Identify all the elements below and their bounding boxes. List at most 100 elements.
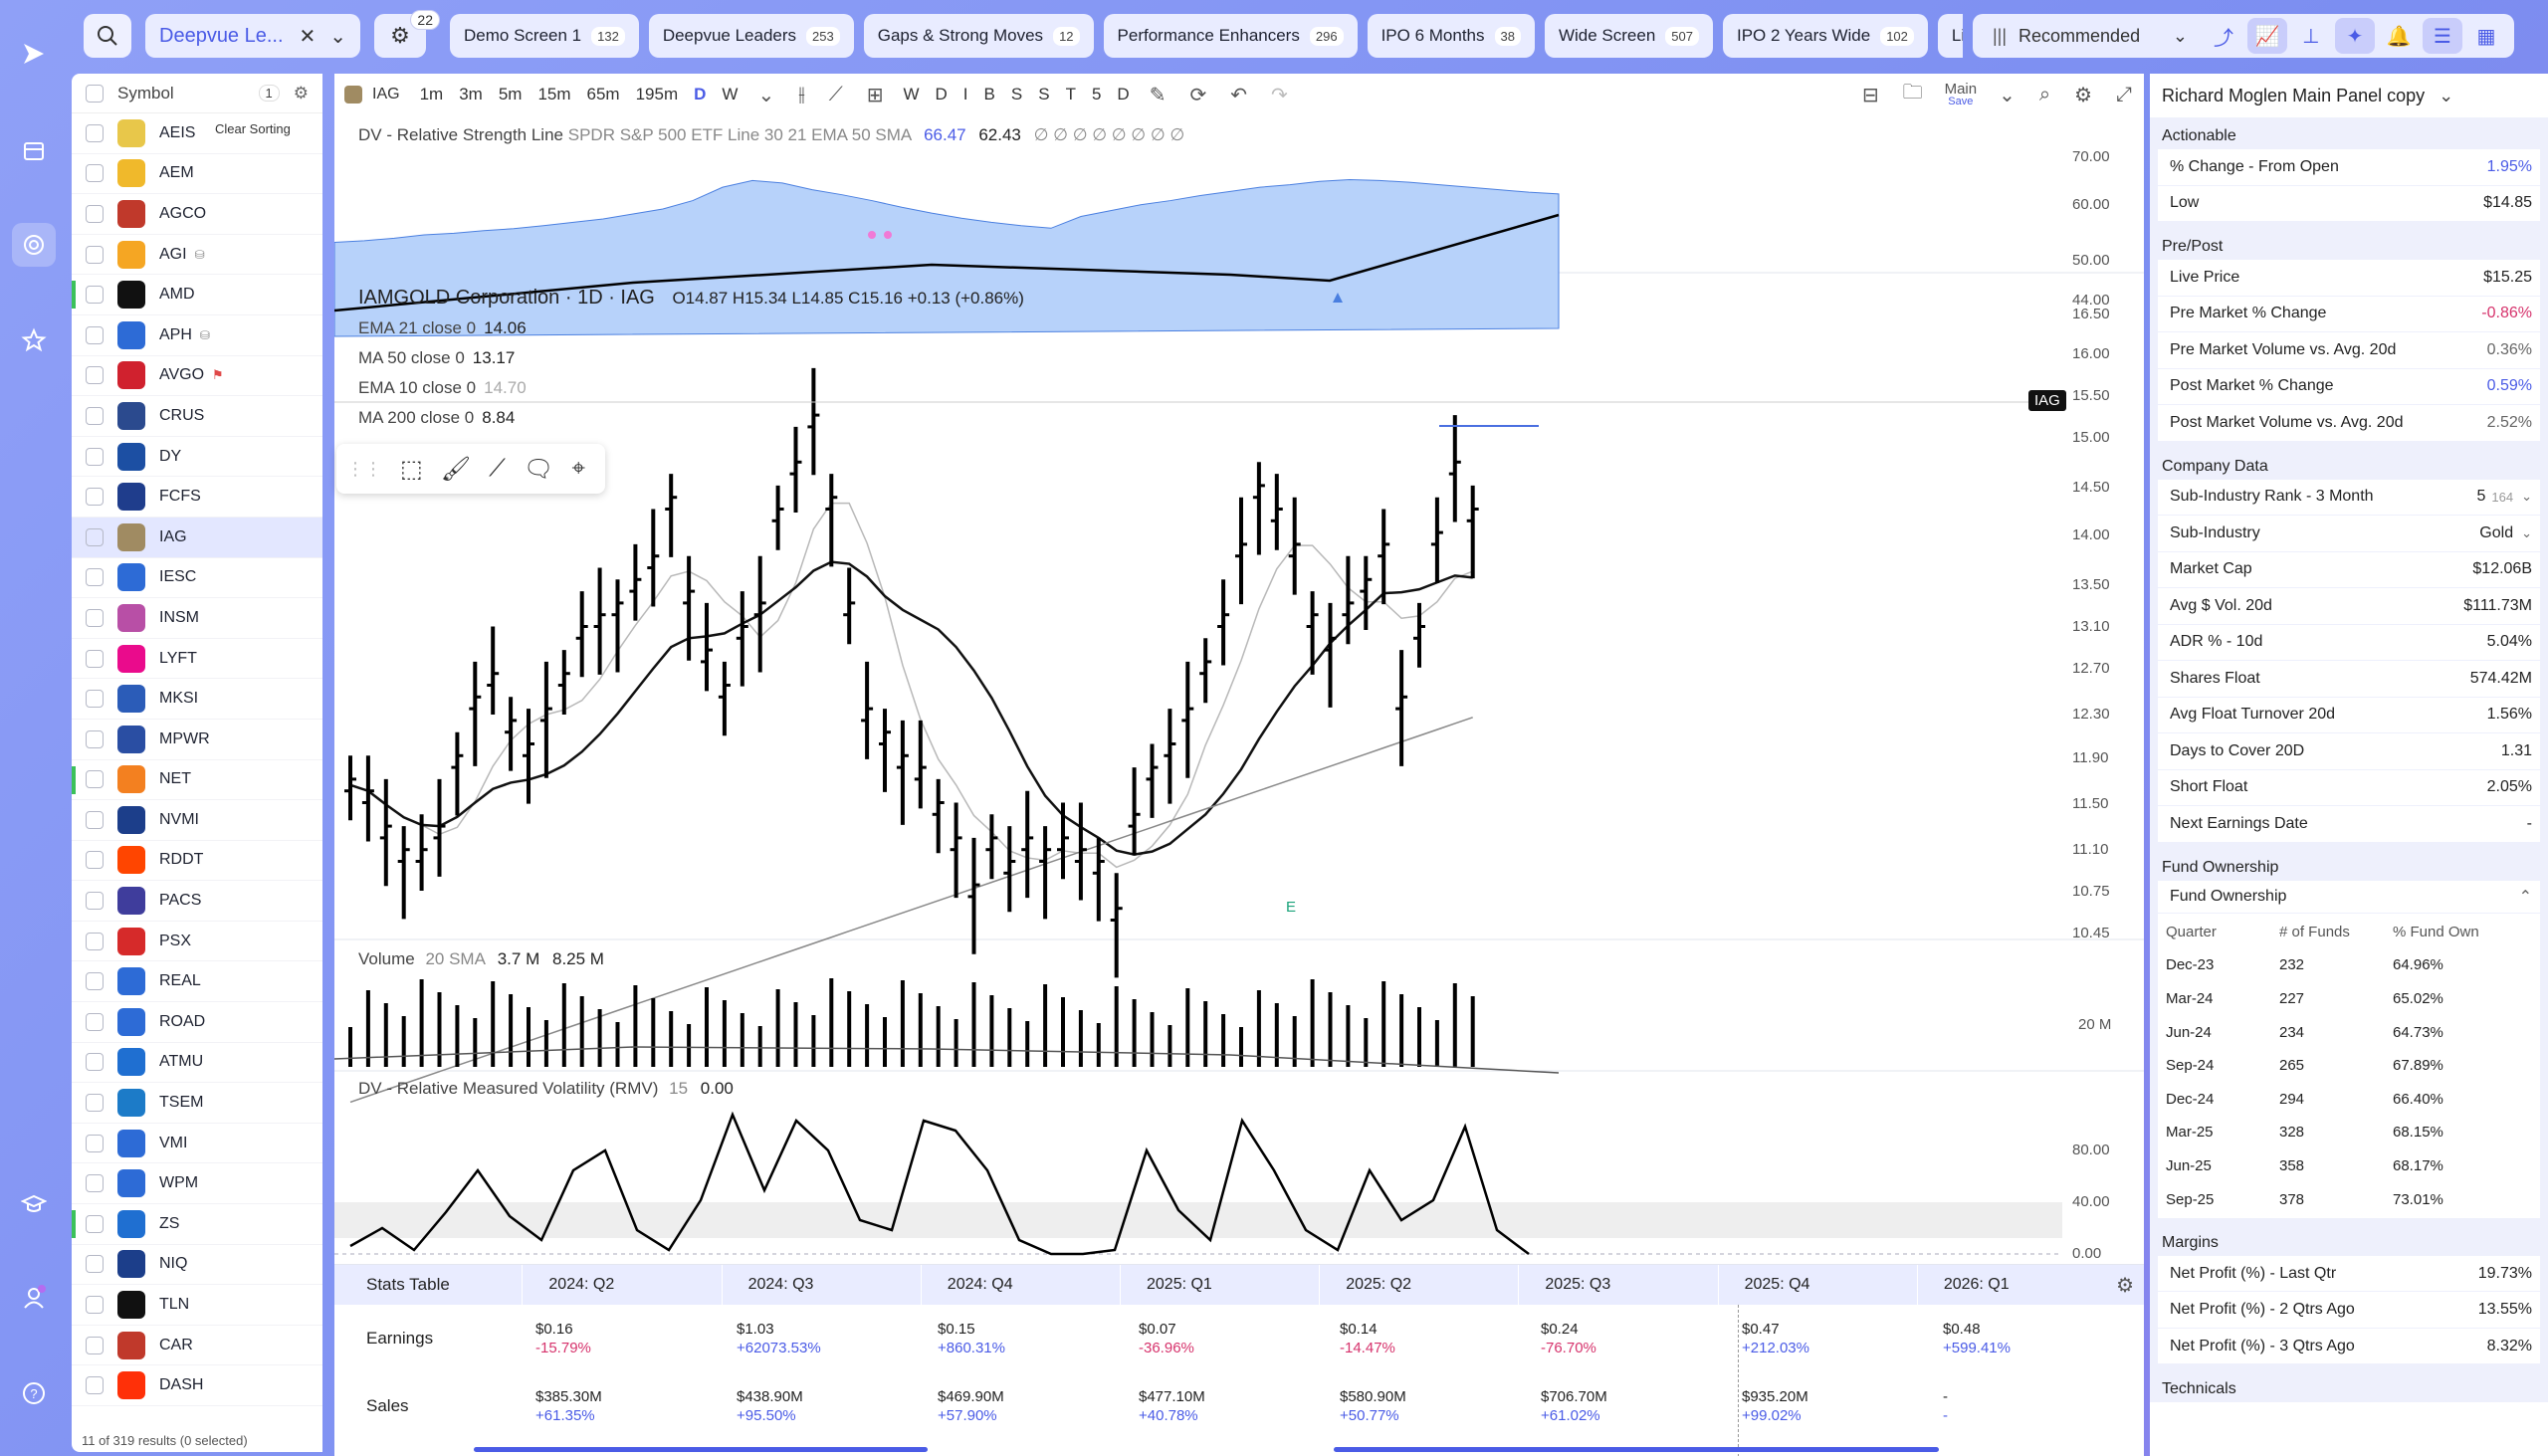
comment-tool-icon[interactable]: 🗨: [523, 455, 554, 483]
learn-icon[interactable]: [12, 1182, 56, 1226]
line-tool-icon[interactable]: ⟋: [489, 455, 506, 482]
symbol-row-tsem[interactable]: TSEM: [72, 1083, 322, 1124]
symbol-row-lyft[interactable]: LYFT: [72, 639, 322, 680]
grid-view-icon[interactable]: ▦: [2476, 25, 2496, 48]
symbol-row-mksi[interactable]: MKSI: [72, 679, 322, 720]
stats-scrollbar-left[interactable]: [474, 1447, 928, 1452]
tab-gaps-strong-moves[interactable]: Gaps & Strong Moves 12: [863, 14, 1094, 58]
fullscreen-icon[interactable]: ⤢: [2116, 83, 2132, 105]
symbol-row-iesc[interactable]: IESC: [72, 558, 322, 599]
timeframe-195m[interactable]: 195m: [635, 85, 679, 104]
rectangle-tool-icon[interactable]: ⬚: [400, 455, 423, 483]
folder-icon[interactable]: 🗀: [1902, 82, 1923, 104]
symbol-row-crus[interactable]: CRUS: [72, 396, 322, 437]
row-checkbox[interactable]: [86, 649, 104, 668]
row-checkbox[interactable]: [86, 1134, 104, 1152]
symbol-row-dy[interactable]: DY: [72, 437, 322, 478]
chart-type-icon[interactable]: ⟋: [828, 83, 843, 105]
layout-icon[interactable]: ⊟: [1861, 84, 1879, 106]
scanner-icon[interactable]: [12, 223, 56, 267]
symbol-row-psx[interactable]: PSX: [72, 922, 322, 962]
symbol-row-agco[interactable]: AGCO: [72, 194, 322, 235]
search-button[interactable]: [84, 14, 131, 58]
symbol-row-aph[interactable]: APH ⛁: [72, 315, 322, 356]
symbol-row-car[interactable]: CAR: [72, 1326, 322, 1366]
symbol-row-nvmi[interactable]: NVMI: [72, 800, 322, 841]
row-checkbox[interactable]: [86, 286, 104, 305]
share-icon[interactable]: ⤴: [2214, 27, 2233, 50]
tab-performance-enhancers[interactable]: Performance Enhancers 296: [1103, 14, 1358, 58]
layout-save-button[interactable]: Main Save: [1935, 82, 1988, 107]
refresh-icon[interactable]: ⟳: [1189, 84, 1207, 106]
gear-icon[interactable]: ⚙: [2116, 1274, 2134, 1297]
row-checkbox[interactable]: [86, 1296, 104, 1315]
layout-split-icon[interactable]: ⊥: [2302, 25, 2320, 48]
symbol-row-aeis[interactable]: AEIS: [72, 113, 322, 154]
quick-btn-i[interactable]: I: [962, 85, 968, 104]
redo-icon[interactable]: ↷: [1271, 84, 1288, 106]
row-checkbox[interactable]: [86, 1012, 104, 1031]
symbol-row-pacs[interactable]: PACS: [72, 881, 322, 922]
row-checkbox[interactable]: [86, 366, 104, 385]
quick-btn-d[interactable]: D: [935, 85, 948, 104]
symbol-row-avgo[interactable]: AVGO ⚑: [72, 356, 322, 397]
panel-selector[interactable]: Richard Moglen Main Panel copy ⌄: [2150, 74, 2548, 117]
chevron-down-icon[interactable]: ⌄: [757, 84, 775, 106]
tab-deepvue-leaders[interactable]: Deepvue Leaders 253: [648, 14, 854, 58]
chart-symbol[interactable]: IAG: [334, 86, 412, 104]
symbol-row-insm[interactable]: INSM: [72, 598, 322, 639]
row-checkbox[interactable]: [86, 568, 104, 587]
symbol-row-iag[interactable]: IAG: [72, 517, 322, 558]
select-all-checkbox[interactable]: [86, 84, 104, 103]
row-checkbox[interactable]: [86, 1255, 104, 1274]
account-icon[interactable]: [12, 1276, 56, 1320]
timeframe-1m[interactable]: 1m: [419, 85, 444, 104]
quick-btn-s2[interactable]: S: [1038, 85, 1050, 104]
row-checkbox[interactable]: [86, 1214, 104, 1233]
symbol-row-dash[interactable]: DASH: [72, 1365, 322, 1406]
chevron-down-icon[interactable]: ⌄: [2521, 524, 2532, 540]
help-icon[interactable]: ?: [12, 1371, 56, 1415]
quick-btn-t[interactable]: T: [1065, 85, 1076, 104]
chevron-down-icon[interactable]: ⌄: [2521, 489, 2532, 505]
symbol-row-niq[interactable]: NIQ: [72, 1245, 322, 1286]
quick-btn-d2[interactable]: D: [1117, 85, 1130, 104]
undo-icon[interactable]: ↶: [1230, 84, 1247, 106]
bell-icon[interactable]: 🔔: [2386, 25, 2412, 48]
chevron-down-icon[interactable]: ⌄: [329, 25, 346, 48]
sort-dropdown[interactable]: ||| Recommended ⌄: [1981, 26, 2200, 47]
quick-btn-s[interactable]: S: [1010, 85, 1023, 104]
filter-button[interactable]: ⚙ 22: [374, 10, 440, 58]
row-checkbox[interactable]: [86, 608, 104, 627]
row-checkbox[interactable]: [86, 1174, 104, 1193]
symbol-row-zs[interactable]: ZS: [72, 1204, 322, 1245]
magnifier-icon[interactable]: ⌕: [2038, 83, 2051, 105]
row-checkbox[interactable]: [86, 1376, 104, 1395]
pencil-icon[interactable]: ✎: [1149, 84, 1167, 106]
gear-icon[interactable]: ⚙: [293, 83, 309, 103]
quick-btn-5[interactable]: 5: [1091, 85, 1102, 104]
row-checkbox[interactable]: [86, 325, 104, 344]
timeframe-daily[interactable]: D: [694, 85, 707, 104]
symbol-row-vmi[interactable]: VMI: [72, 1124, 322, 1164]
row-checkbox[interactable]: [86, 204, 104, 223]
symbol-row-road[interactable]: ROAD: [72, 1002, 322, 1043]
tab-ipo-6-months[interactable]: IPO 6 Months 38: [1367, 14, 1535, 58]
symbol-row-tln[interactable]: TLN: [72, 1285, 322, 1326]
dashboard-icon[interactable]: [12, 129, 56, 173]
row-checkbox[interactable]: [86, 690, 104, 709]
screen-selector[interactable]: Deepvue Le... ✕ ⌄: [145, 14, 360, 58]
symbol-row-atmu[interactable]: ATMU: [72, 1043, 322, 1084]
row-checkbox[interactable]: [86, 164, 104, 183]
symbol-row-fcfs[interactable]: FCFS: [72, 477, 322, 518]
stats-scrollbar-right[interactable]: [1334, 1447, 1939, 1452]
row-checkbox[interactable]: [86, 1094, 104, 1113]
quick-btn-w[interactable]: W: [903, 85, 920, 104]
symbol-column-header[interactable]: Symbol: [117, 83, 174, 103]
chevron-down-icon[interactable]: ⌄: [1999, 84, 2016, 106]
clear-sorting-button[interactable]: Clear Sorting: [215, 121, 291, 136]
row-checkbox[interactable]: [86, 892, 104, 911]
close-icon[interactable]: ✕: [299, 25, 317, 48]
tab-demo-screen-1[interactable]: Demo Screen 1 132: [450, 14, 639, 58]
